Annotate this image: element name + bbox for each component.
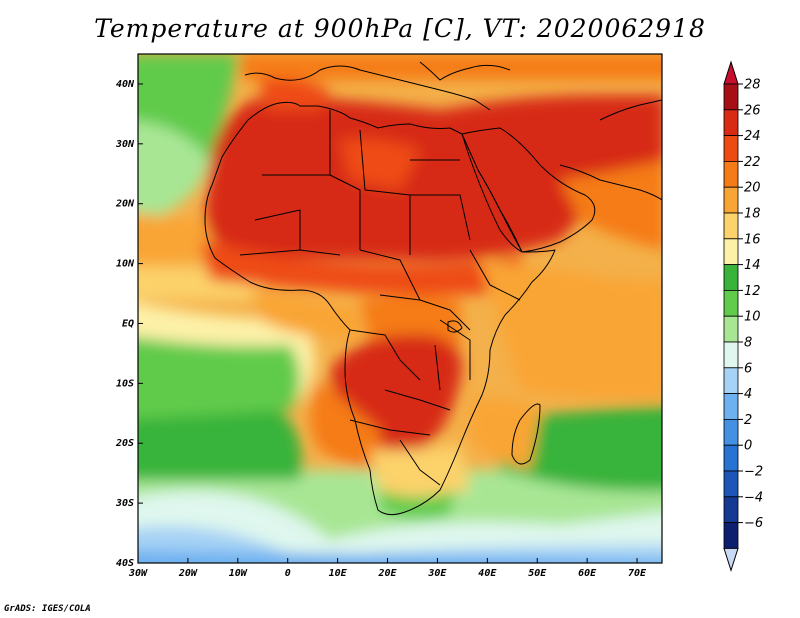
- lon-tick-label: 20E: [377, 568, 397, 579]
- credit-label: GrADS: IGES/COLA: [4, 604, 91, 614]
- axis-ticks: 30W 20W 10W 0 10E 20E 30E 40E 50E 60E 70E 40S 30S 20S…: [115, 79, 647, 579]
- colorbar-swatch: [723, 444, 739, 472]
- lon-tick-label: 40E: [478, 568, 497, 579]
- colorbar-swatch: [723, 83, 739, 111]
- colorbar-swatch: [723, 109, 739, 137]
- lat-tick-label: 20N: [115, 199, 135, 210]
- colorbar-label: 0: [744, 439, 752, 454]
- lat-tick-label: 30N: [115, 139, 135, 150]
- lat-tick-label: 40N: [116, 79, 135, 90]
- lat-tick-label: 40S: [116, 558, 134, 569]
- lon-tick-label: 10W: [229, 568, 248, 579]
- lat-tick-label: 20S: [115, 438, 134, 449]
- colorbar-swatch: [723, 470, 739, 498]
- lon-tick-label: 50E: [528, 568, 547, 579]
- colorbar-swatch: [723, 135, 739, 162]
- colorbar-swatch: [723, 315, 739, 343]
- lon-tick-label: 20W: [178, 568, 198, 579]
- colorbar-swatch: [723, 393, 739, 420]
- colorbar-swatch: [723, 496, 739, 523]
- colorbar-swatch: [723, 238, 739, 266]
- lat-tick-label: 10S: [116, 378, 134, 389]
- colorbar-under-triangle: [723, 547, 739, 573]
- lat-tick-label: EQ: [122, 318, 134, 329]
- colorbar-label: 8: [744, 336, 752, 351]
- colorbar-label: −6: [744, 516, 763, 531]
- colorbar-label: 6: [744, 361, 752, 376]
- colorbar-swatch: [723, 160, 739, 188]
- colorbar-label: 24: [744, 129, 761, 144]
- colorbar-label: 10: [744, 310, 761, 325]
- colorbar-label: 28: [744, 78, 761, 93]
- map-frame: [137, 53, 663, 564]
- colorbar-label: 20: [744, 181, 761, 196]
- temperature-field: [138, 54, 662, 563]
- lon-tick-label: 10E: [329, 568, 348, 579]
- colorbar-label: 14: [744, 258, 761, 273]
- lat-tick-label: 10N: [116, 259, 135, 270]
- colorbar-swatch: [723, 418, 739, 446]
- colorbar-swatch: [723, 264, 739, 291]
- colorbar-over-triangle: [723, 60, 739, 85]
- colorbar-swatch: [723, 367, 739, 394]
- lon-tick-label: 30W: [128, 568, 148, 579]
- lon-tick-label: 30E: [427, 568, 447, 579]
- lon-tick-label: 0: [285, 568, 291, 579]
- colorbar-label: 18: [744, 207, 761, 222]
- colorbar-label: 22: [744, 155, 761, 170]
- colorbar-label: −2: [744, 465, 763, 480]
- colorbar-swatch: [723, 522, 739, 549]
- colorbar-swatch: [723, 186, 739, 214]
- colorbar-label: 12: [744, 284, 761, 299]
- coastlines-borders: [204, 61, 662, 516]
- colorbar-label: 4: [744, 387, 752, 402]
- colorbar-swatch: [723, 212, 739, 240]
- lon-tick-label: 60E: [578, 568, 597, 579]
- colorbar-label: −4: [744, 490, 763, 505]
- lat-tick-label: 30S: [115, 498, 134, 509]
- lon-tick-label: 70E: [628, 568, 647, 579]
- map-title: Temperature at 900hPa [C], VT: 202006291…: [94, 14, 706, 43]
- colorbar-swatch: [723, 289, 739, 317]
- colorbar-label: 26: [744, 103, 761, 118]
- colorbar-label: 16: [744, 232, 761, 247]
- colorbar-swatch: [723, 341, 739, 369]
- colorbar-label: 2: [744, 413, 752, 428]
